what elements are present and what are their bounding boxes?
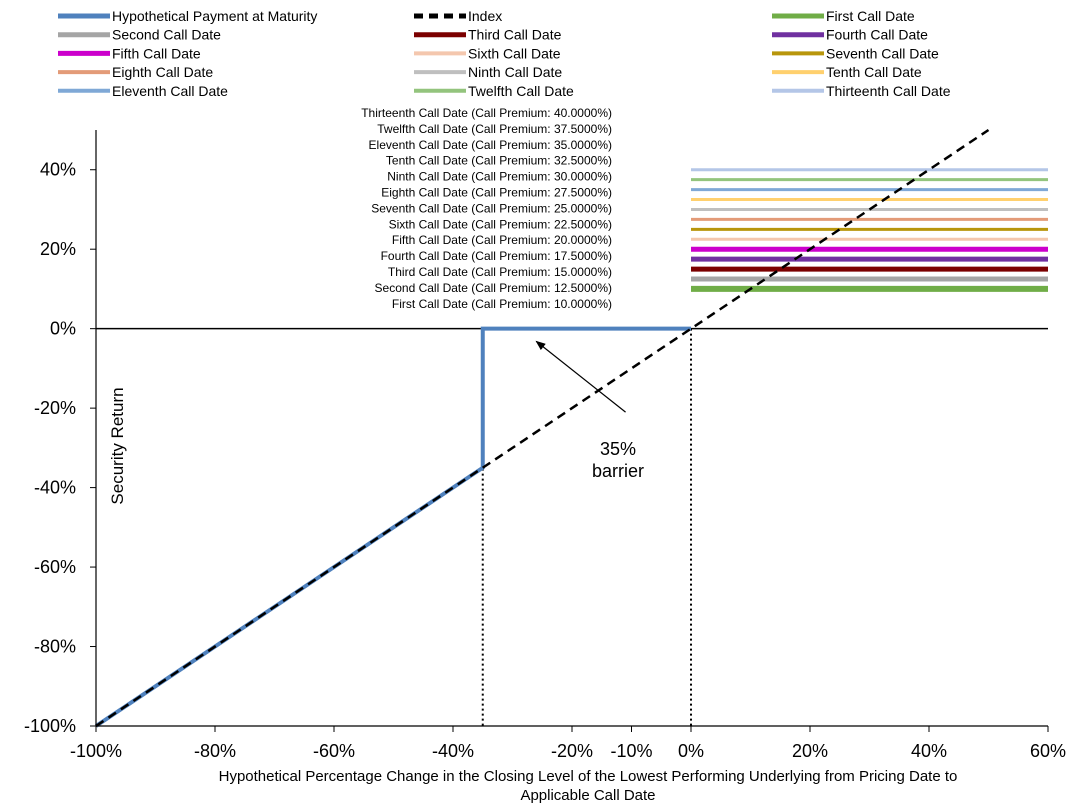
y-tick-label: 20%: [40, 239, 76, 259]
y-tick-label: -40%: [34, 478, 76, 498]
legend-label: Second Call Date: [112, 27, 221, 43]
y-tick-label: -80%: [34, 637, 76, 657]
call-premium-annotation: Eighth Call Date (Call Premium: 27.5000%…: [381, 186, 612, 200]
legend-item-fifth-call-date: Fifth Call Date: [58, 45, 201, 61]
barrier-label: 35%: [600, 439, 636, 459]
axis-titles: Security Return Hypothetical Percentage …: [108, 387, 957, 804]
x-tick-label: 40%: [911, 741, 947, 761]
x-tick-label: -100%: [70, 741, 122, 761]
call-premium-annotation: Twelfth Call Date (Call Premium: 37.5000…: [377, 122, 612, 136]
call-premium-annotations: Thirteenth Call Date (Call Premium: 40.0…: [361, 106, 612, 311]
call-premium-annotation: Tenth Call Date (Call Premium: 32.5000%): [386, 154, 612, 168]
call-premium-annotation: Fourth Call Date (Call Premium: 17.5000%…: [381, 249, 612, 263]
legend-label: Third Call Date: [468, 27, 562, 43]
legend-label: Fourth Call Date: [826, 27, 928, 43]
x-tick-label: 20%: [792, 741, 828, 761]
x-tick-label: -10%: [610, 741, 652, 761]
plot-area: [94, 128, 1048, 728]
legend-item-ninth-call-date: Ninth Call Date: [414, 64, 562, 80]
legend-label: Twelfth Call Date: [468, 83, 574, 99]
y-tick-label: -20%: [34, 398, 76, 418]
legend-label: Tenth Call Date: [826, 64, 922, 80]
barrier-label: barrier: [592, 461, 644, 481]
x-tick-label: 0%: [678, 741, 704, 761]
axes: 40% 20% 0% -20% -40% -60% -80% -100% -100% -80% -6…: [24, 130, 1066, 761]
x-axis-label-line-2: Applicable Call Date: [520, 787, 655, 804]
y-tick-label: 40%: [40, 160, 76, 180]
legend-item-third-call-date: Third Call Date: [414, 27, 562, 43]
x-tick-label: -60%: [313, 741, 355, 761]
legend-label: First Call Date: [826, 8, 915, 24]
legend-item-twelfth-call-date: Twelfth Call Date: [414, 83, 574, 99]
y-axis-label: Security Return: [108, 387, 127, 504]
legend-item-second-call-date: Second Call Date: [58, 27, 221, 43]
call-premium-annotation: Seventh Call Date (Call Premium: 25.0000…: [371, 201, 612, 215]
x-tick-label: -80%: [194, 741, 236, 761]
legend-item-index: Index: [414, 8, 502, 24]
call-premium-annotation: Second Call Date (Call Premium: 12.5000%…: [375, 281, 612, 295]
x-axis-label-line-1: Hypothetical Percentage Change in the Cl…: [219, 768, 958, 785]
legend-label: Fifth Call Date: [112, 45, 201, 61]
legend-item-sixth-call-date: Sixth Call Date: [414, 45, 561, 61]
legend-item-eleventh-call-date: Eleventh Call Date: [58, 83, 228, 99]
legend-label: Hypothetical Payment at Maturity: [112, 8, 317, 24]
x-tick-label: -40%: [432, 741, 474, 761]
legend-item-fourth-call-date: Fourth Call Date: [772, 27, 928, 43]
call-premium-annotation: Ninth Call Date (Call Premium: 30.0000%): [387, 170, 612, 184]
barrier-arrow: [535, 340, 626, 413]
legend-item-tenth-call-date: Tenth Call Date: [772, 64, 922, 80]
legend-label: Seventh Call Date: [826, 45, 939, 61]
legend-item-thirteenth-call-date: Thirteenth Call Date: [772, 83, 951, 99]
y-tick-label: 0%: [50, 319, 76, 339]
legend-item-hypothetical-payment-at-maturity: Hypothetical Payment at Maturity: [58, 8, 317, 24]
call-premium-annotation: Eleventh Call Date (Call Premium: 35.000…: [369, 138, 612, 152]
legend: Hypothetical Payment at Maturity Index Fir…: [58, 8, 951, 99]
legend-item-first-call-date: First Call Date: [772, 8, 915, 24]
legend-label: Eleventh Call Date: [112, 83, 228, 99]
barrier-callout: 35%barrier: [535, 340, 644, 481]
legend-label: Index: [468, 8, 502, 24]
legend-item-eighth-call-date: Eighth Call Date: [58, 64, 213, 80]
x-tick-label: 60%: [1030, 741, 1066, 761]
y-tick-label: -60%: [34, 557, 76, 577]
call-premium-annotation: Fifth Call Date (Call Premium: 20.0000%): [392, 233, 612, 247]
legend-label: Thirteenth Call Date: [826, 83, 951, 99]
call-premium-annotation: First Call Date (Call Premium: 10.0000%): [392, 297, 612, 311]
y-tick-label: -100%: [24, 716, 76, 736]
legend-label: Eighth Call Date: [112, 64, 213, 80]
legend-item-seventh-call-date: Seventh Call Date: [772, 45, 939, 61]
x-tick-label: -20%: [551, 741, 593, 761]
legend-label: Ninth Call Date: [468, 64, 562, 80]
legend-label: Sixth Call Date: [468, 45, 561, 61]
call-premium-annotation: Sixth Call Date (Call Premium: 22.5000%): [389, 217, 612, 231]
call-premium-annotation: Thirteenth Call Date (Call Premium: 40.0…: [361, 106, 612, 120]
call-premium-annotation: Third Call Date (Call Premium: 15.0000%): [388, 265, 612, 279]
